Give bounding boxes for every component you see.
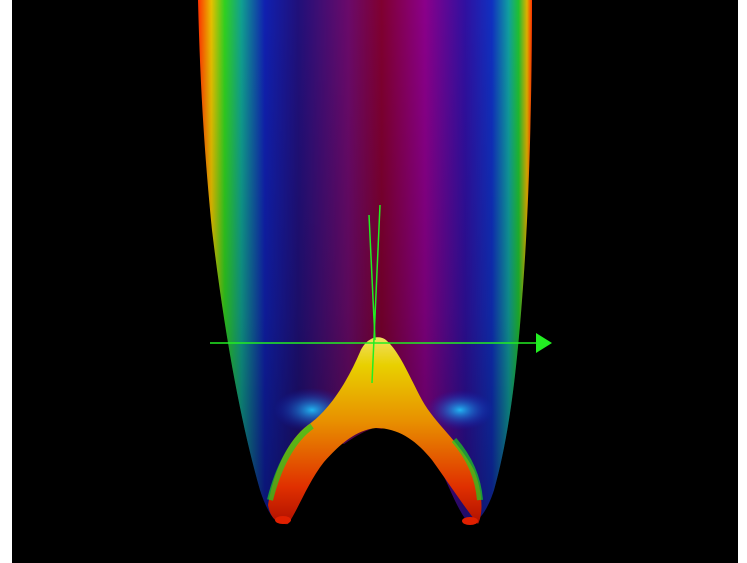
vertical-axis-line-b bbox=[371, 204, 381, 384]
axes-gizmo bbox=[210, 204, 552, 384]
3d-viewport[interactable] bbox=[12, 0, 738, 563]
surface-render bbox=[198, 0, 552, 563]
surface-cutout bbox=[284, 428, 468, 563]
x-axis-arrowhead bbox=[536, 333, 552, 353]
vertical-axis-line-a bbox=[368, 214, 376, 341]
